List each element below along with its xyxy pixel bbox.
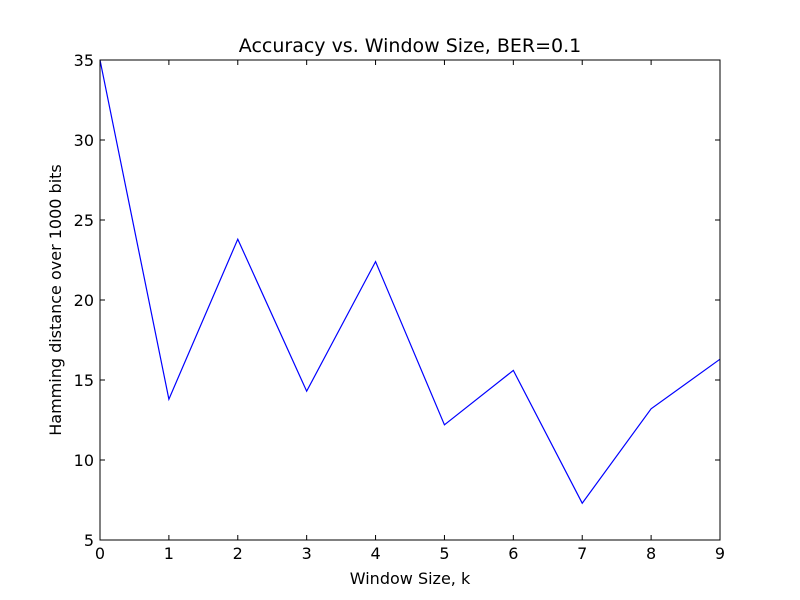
series-line-0 — [99, 59, 721, 505]
x-tick-label: 1 — [164, 544, 174, 563]
y-tick-label: 25 — [74, 211, 94, 230]
chart-title: Accuracy vs. Window Size, BER=0.1 — [239, 35, 581, 57]
x-tick-label: 4 — [370, 544, 380, 563]
x-tick-label: 0 — [95, 544, 105, 563]
y-tick-label: 15 — [74, 371, 94, 390]
y-tick-label: 10 — [74, 451, 94, 470]
x-axis-label: Window Size, k — [350, 569, 471, 588]
x-tick-label: 7 — [577, 544, 587, 563]
x-tick-label: 9 — [715, 544, 725, 563]
y-tick-label: 35 — [74, 51, 94, 70]
x-tick-label: 8 — [646, 544, 656, 563]
x-tick-label: 2 — [233, 544, 243, 563]
plot-frame — [99, 59, 721, 541]
x-tick-label: 6 — [508, 544, 518, 563]
x-tick-label: 5 — [439, 544, 449, 563]
y-tick-label: 20 — [74, 291, 94, 310]
y-tick-label: 30 — [74, 131, 94, 150]
y-axis-label: Hamming distance over 1000 bits — [46, 164, 65, 436]
y-tick-label: 5 — [84, 531, 94, 550]
axis-ticks: 0 1 2 3 4 5 6 7 8 9 5 10 15 20 25 30 35 — [74, 51, 725, 563]
x-tick-label: 3 — [302, 544, 312, 563]
series-group — [99, 59, 721, 505]
